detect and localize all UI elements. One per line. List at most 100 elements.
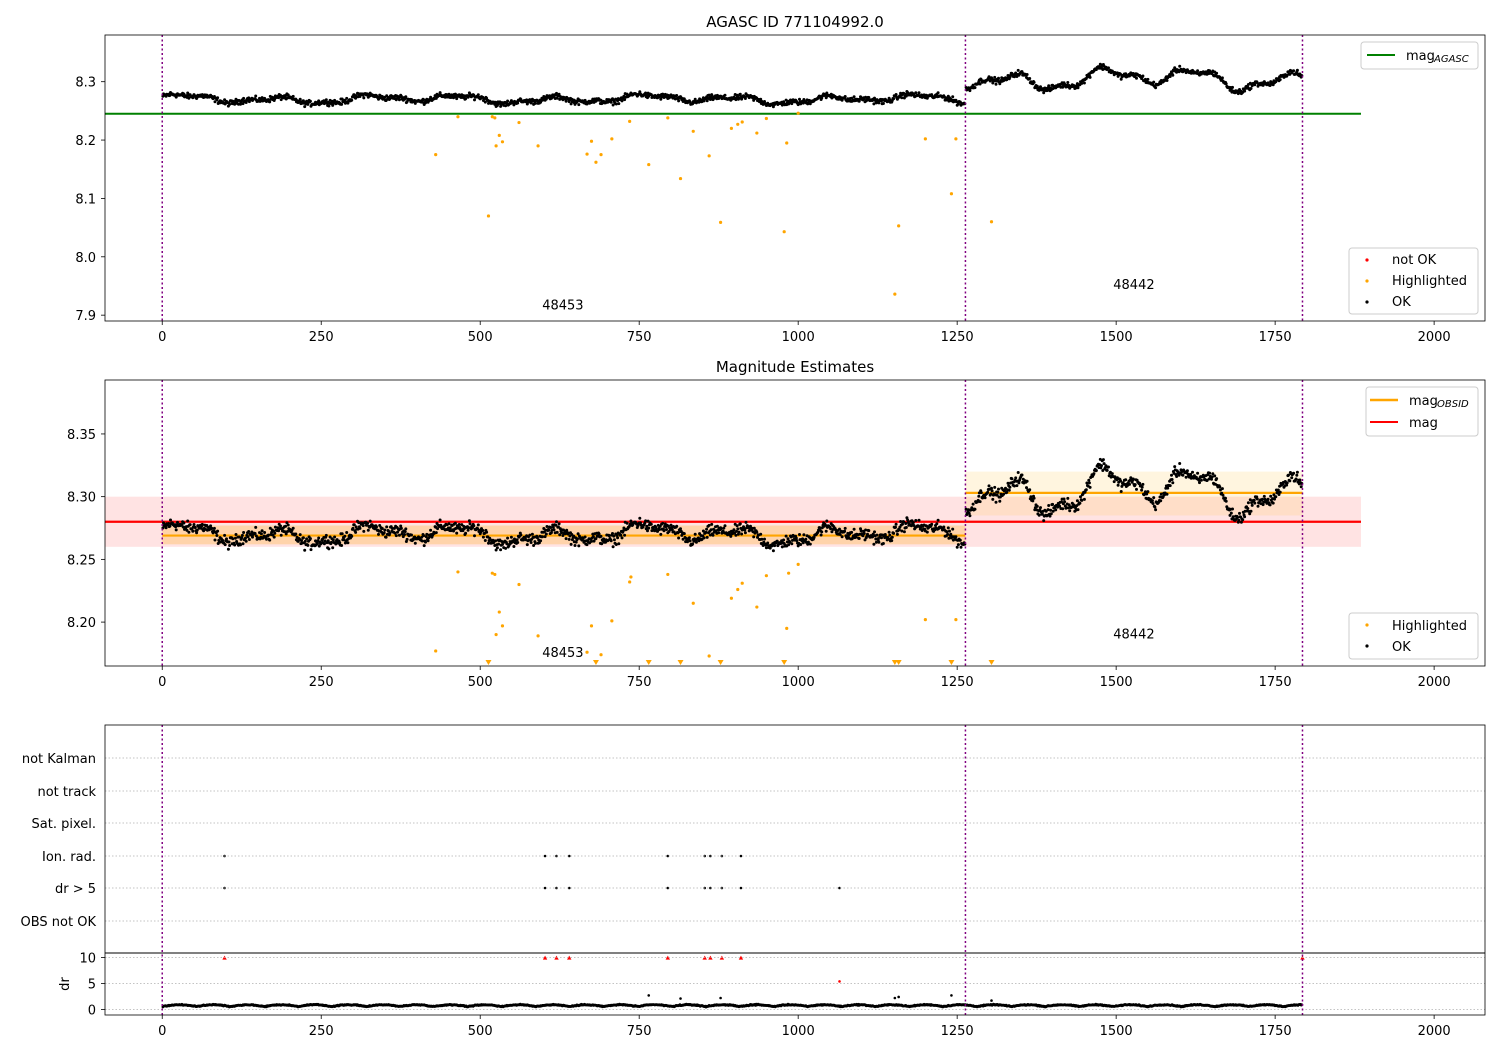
ok-point bbox=[426, 539, 430, 543]
highlighted-point bbox=[500, 140, 505, 144]
ok-point bbox=[994, 500, 998, 504]
ok-point bbox=[1229, 511, 1233, 515]
ok-point bbox=[460, 523, 464, 527]
ok-point bbox=[890, 535, 894, 539]
ok-point bbox=[499, 548, 503, 552]
ok-point bbox=[1025, 486, 1028, 490]
ok-point bbox=[1299, 485, 1303, 489]
magnitude-xtick-label: 1750 bbox=[1259, 675, 1292, 690]
ok-point bbox=[661, 521, 665, 525]
ok-point bbox=[340, 532, 344, 536]
ok-point bbox=[481, 535, 485, 539]
ok-point bbox=[967, 511, 971, 515]
ok-point bbox=[215, 534, 219, 537]
agasc-xtick-label: 0 bbox=[158, 330, 166, 345]
ok-point bbox=[231, 537, 235, 541]
highlighted-point bbox=[493, 572, 497, 577]
ok-point bbox=[1181, 473, 1185, 477]
agasc-status-legend: not OK Highlighted OK bbox=[1348, 247, 1479, 315]
highlighted-point bbox=[678, 176, 683, 181]
legend-ok: OK bbox=[1392, 295, 1411, 310]
ok-point bbox=[609, 539, 613, 543]
ok-point bbox=[744, 520, 748, 524]
legend-mag-agasc: mag bbox=[1406, 49, 1435, 64]
ok-point bbox=[1196, 69, 1200, 73]
ok-point bbox=[773, 544, 777, 548]
ok-point bbox=[1221, 493, 1225, 497]
ok-point bbox=[979, 491, 983, 495]
ok-point bbox=[911, 521, 915, 525]
ok-point bbox=[948, 529, 951, 533]
ok-point bbox=[265, 537, 268, 541]
ok-point bbox=[1002, 492, 1006, 496]
ok-point bbox=[1112, 480, 1116, 484]
ok-point bbox=[328, 535, 332, 539]
ok-point bbox=[279, 524, 282, 528]
ok-point bbox=[1058, 504, 1062, 508]
ok-point bbox=[1168, 484, 1172, 488]
ok-point bbox=[284, 524, 288, 528]
ok-point bbox=[607, 534, 611, 538]
agasc-ytick-label: 7.9 bbox=[75, 309, 96, 324]
highlighted-point bbox=[893, 292, 897, 296]
ok-point bbox=[569, 542, 573, 546]
ok-point bbox=[993, 485, 997, 489]
highlighted-point bbox=[456, 570, 460, 574]
ok-point bbox=[1285, 481, 1289, 485]
ok-point bbox=[723, 93, 727, 97]
ok-point bbox=[1133, 483, 1137, 487]
ok-point bbox=[995, 493, 999, 497]
ok-point bbox=[1238, 511, 1241, 515]
ok-point bbox=[840, 535, 844, 539]
ok-point bbox=[737, 530, 741, 534]
ok-point bbox=[324, 98, 328, 102]
flag-point bbox=[543, 886, 547, 890]
ok-point bbox=[614, 543, 618, 546]
ok-point bbox=[838, 533, 842, 536]
highlighted-point bbox=[740, 581, 744, 585]
ok-point bbox=[659, 532, 663, 536]
ok-point bbox=[174, 95, 178, 99]
ok-point bbox=[824, 529, 828, 533]
highlighted-point bbox=[718, 220, 723, 224]
ok-point bbox=[1295, 470, 1299, 474]
ok-point bbox=[567, 537, 571, 541]
ok-point bbox=[1260, 497, 1264, 501]
ok-point bbox=[396, 530, 399, 534]
ok-point bbox=[303, 548, 307, 552]
ok-point bbox=[382, 531, 386, 535]
ok-point bbox=[1063, 500, 1067, 504]
ok-point bbox=[1141, 74, 1145, 78]
ok-point bbox=[192, 523, 196, 526]
ok-point bbox=[1196, 471, 1200, 475]
ok-point bbox=[877, 540, 881, 544]
ok-point bbox=[1246, 507, 1250, 510]
ok-point bbox=[880, 536, 883, 540]
ok-point bbox=[1079, 495, 1082, 499]
ok-point bbox=[1152, 80, 1156, 84]
ok-point bbox=[617, 102, 621, 106]
ok-point bbox=[1210, 477, 1213, 481]
ok-point bbox=[186, 91, 190, 95]
ok-point bbox=[573, 544, 577, 547]
ok-point bbox=[973, 507, 977, 511]
ok-point bbox=[436, 527, 440, 531]
ok-point bbox=[945, 530, 949, 534]
ok-point bbox=[404, 95, 408, 99]
highlighted-point bbox=[740, 120, 744, 124]
highlighted-point bbox=[736, 122, 740, 126]
ok-point bbox=[873, 530, 876, 534]
ok-point bbox=[1051, 509, 1055, 513]
ok-point bbox=[1249, 509, 1253, 513]
highlighted-point bbox=[954, 617, 958, 622]
legend-mag-agasc-sub: AGASC bbox=[1433, 54, 1469, 65]
ok-point bbox=[388, 531, 392, 535]
ok-point bbox=[468, 522, 472, 526]
out-of-range-marker bbox=[592, 660, 599, 665]
ok-point bbox=[291, 526, 295, 530]
ok-point bbox=[866, 532, 869, 536]
highlighted-point bbox=[707, 654, 711, 658]
ok-point bbox=[665, 528, 668, 531]
out-of-range-marker bbox=[988, 660, 995, 665]
